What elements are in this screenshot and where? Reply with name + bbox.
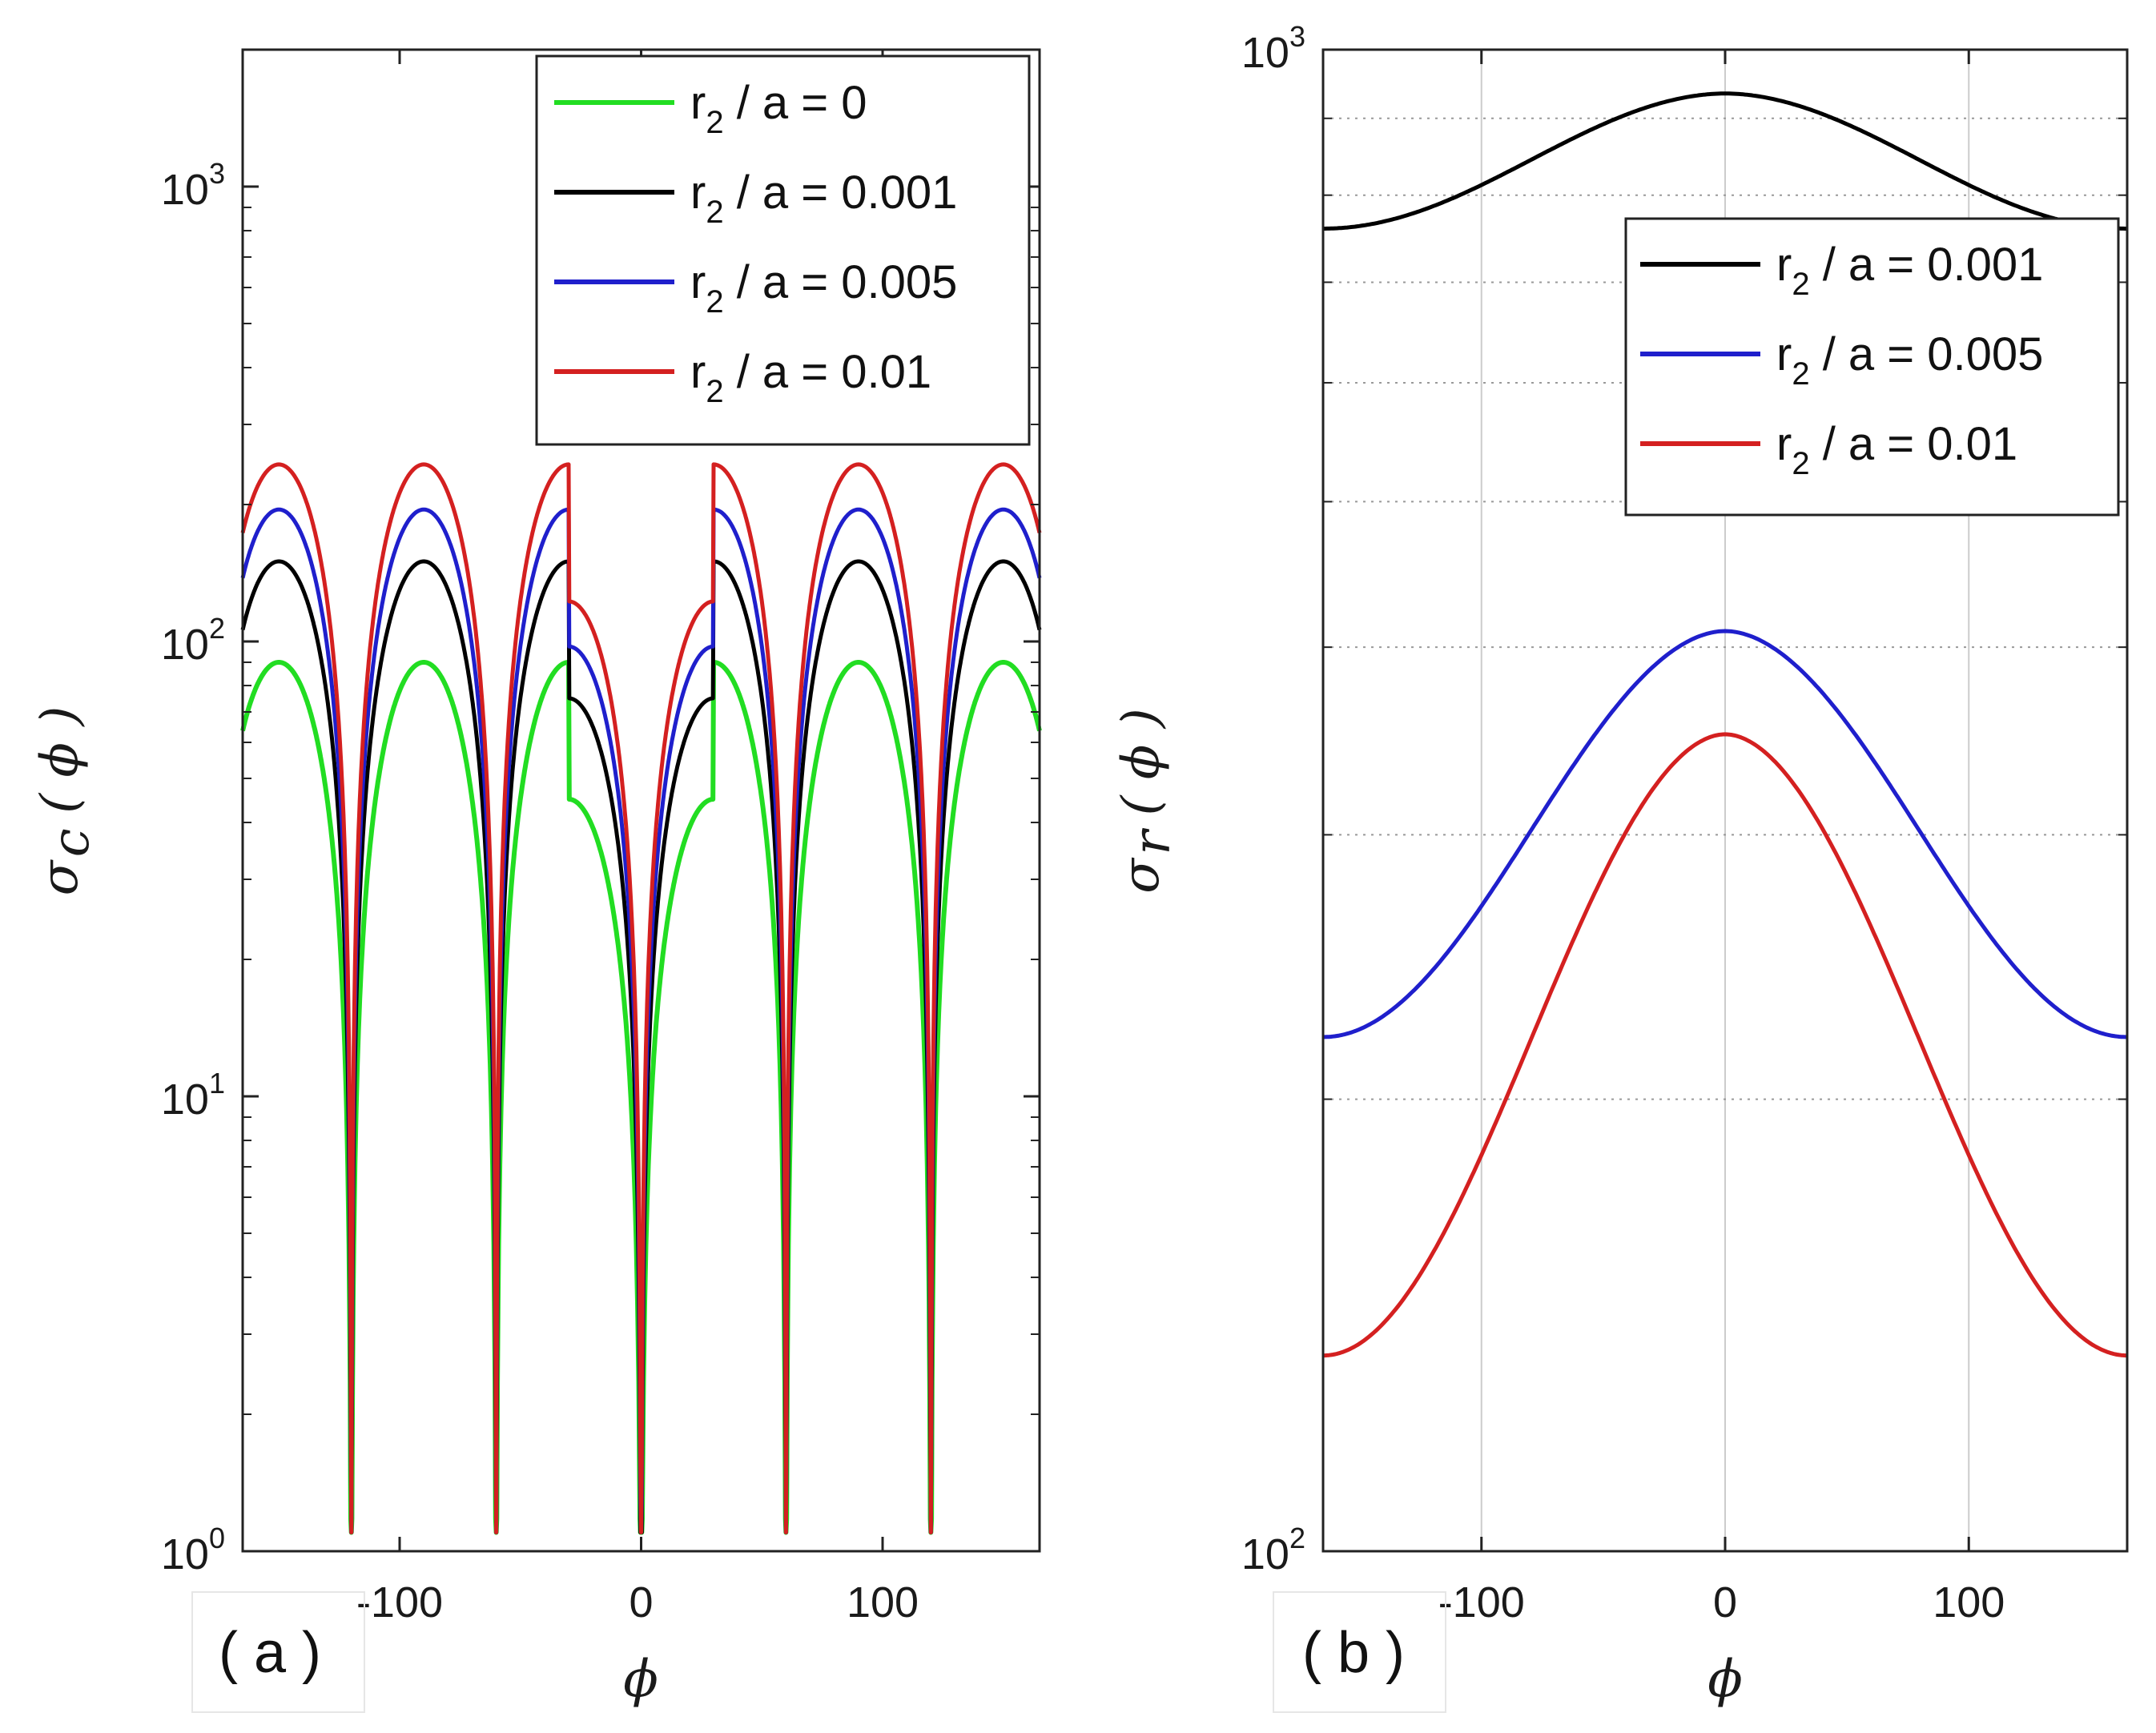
legend-entry: r2 / a = 0 [690,77,867,140]
y-tick-exponent: 0 [209,1522,225,1554]
x-tick-label: 0 [629,1578,653,1626]
panel-b-ylabel: σ r ( ϕ ) [1112,708,1182,893]
panel-a-ylabel-subscript: c [42,828,101,857]
legend-entry-rest: / a = 0.005 [1810,328,2044,380]
legend-entry-rest: / a = 0.001 [1810,239,2044,291]
y-tick-base: 10 [161,166,209,214]
legend-entry-rest: / a = 0.005 [724,256,958,308]
series-line-1 [1323,91,2127,231]
legend-entry-rest: / a = 0.01 [724,346,932,398]
legend-entry-rest: / a = 0.01 [1810,418,2018,470]
legend-entry: r2 / a = 0.001 [1776,239,2043,302]
legend-entry-rest: / a = 0.001 [724,167,958,219]
panel-a-label: ( a ) [219,1621,321,1685]
y-tick-exponent: 2 [209,612,225,645]
legend-entry: r2 / a = 0.001 [690,167,957,230]
legend-entry-main: r [690,167,706,219]
panel-a-ylabel: σ c ( ϕ ) [30,706,101,896]
legend-entry-sub: 2 [1792,356,1809,392]
panel-a-ylabel-symbol: σ [30,858,90,895]
panel-b-label-box [1273,1591,1446,1713]
x-tick-label: 100 [1933,1578,2005,1626]
legend-entry: r2 / a = 0.005 [1776,328,2043,392]
y-tick-label: 101 [161,1067,225,1124]
legend-entry-sub: 2 [1792,267,1809,302]
legend-entry: r2 / a = 0.005 [690,256,957,320]
svg-text:σ r ( ϕ ): σ r ( ϕ ) [1112,708,1182,893]
x-tick-label: 100 [847,1578,919,1626]
legend-entry-sub: 2 [706,195,723,230]
y-tick-base: 10 [1241,1530,1289,1578]
legend-entry: r2 / a = 0.01 [1776,418,2017,481]
series-line-2 [1322,629,2128,1039]
legend-entry-sub: 2 [1792,446,1809,481]
y-tick-base: 10 [161,1530,209,1578]
legend-entry-main: r [690,256,706,308]
series-line-4 [240,462,1042,1534]
legend-entry-main: r [1776,328,1792,380]
y-tick-exponent: 1 [209,1067,225,1100]
panel-a-legend-box [535,54,1031,446]
panel-b-legend-box [1624,217,2120,517]
svg-text:σ c ( ϕ ): σ c ( ϕ ) [30,706,101,896]
panel-b-label: ( b ) [1302,1621,1405,1685]
legend-entry: r2 / a = 0.01 [690,346,931,409]
x-tick-label: 0 [1713,1578,1737,1626]
x-tick-label: -100 [1438,1578,1525,1626]
panel-b-ylabel-subscript: r [1123,828,1182,855]
legend-entry-main: r [690,77,706,129]
y-tick-exponent: 2 [1289,1522,1305,1554]
panel-b-xlabel: ϕ [1708,1650,1743,1709]
legend-entry-sub: 2 [706,284,723,320]
x-tick-label: -100 [356,1578,443,1626]
y-tick-base: 10 [161,621,209,669]
panel-b-ylabel-symbol: σ [1112,857,1171,894]
y-tick-label: 103 [1241,20,1305,77]
panel-a-ylabel-arg: ( ϕ ) [30,706,90,814]
y-tick-exponent: 3 [209,157,225,190]
y-tick-label: 100 [161,1522,225,1578]
y-tick-label: 102 [161,612,225,669]
y-tick-exponent: 3 [1289,20,1305,53]
panel-b-ylabel-arg: ( ϕ ) [1112,708,1171,815]
y-tick-base: 10 [161,1076,209,1124]
legend-entry-main: r [690,346,706,398]
legend-entry-main: r [1776,239,1792,291]
series-line-3 [1323,732,2127,1358]
legend-entry-main: r [1776,418,1792,470]
y-tick-base: 10 [1241,29,1289,77]
legend-entry-sub: 2 [706,374,723,409]
y-tick-label: 103 [161,157,225,214]
legend-entry-rest: / a = 0 [724,77,867,129]
y-tick-label: 102 [1241,1522,1305,1578]
panel-a-xlabel: ϕ [623,1650,658,1709]
panel-b-series [1322,91,2128,1358]
legend-entry-sub: 2 [706,105,723,140]
panel-a-series [240,462,1042,1535]
panel-a-label-box [191,1591,365,1713]
